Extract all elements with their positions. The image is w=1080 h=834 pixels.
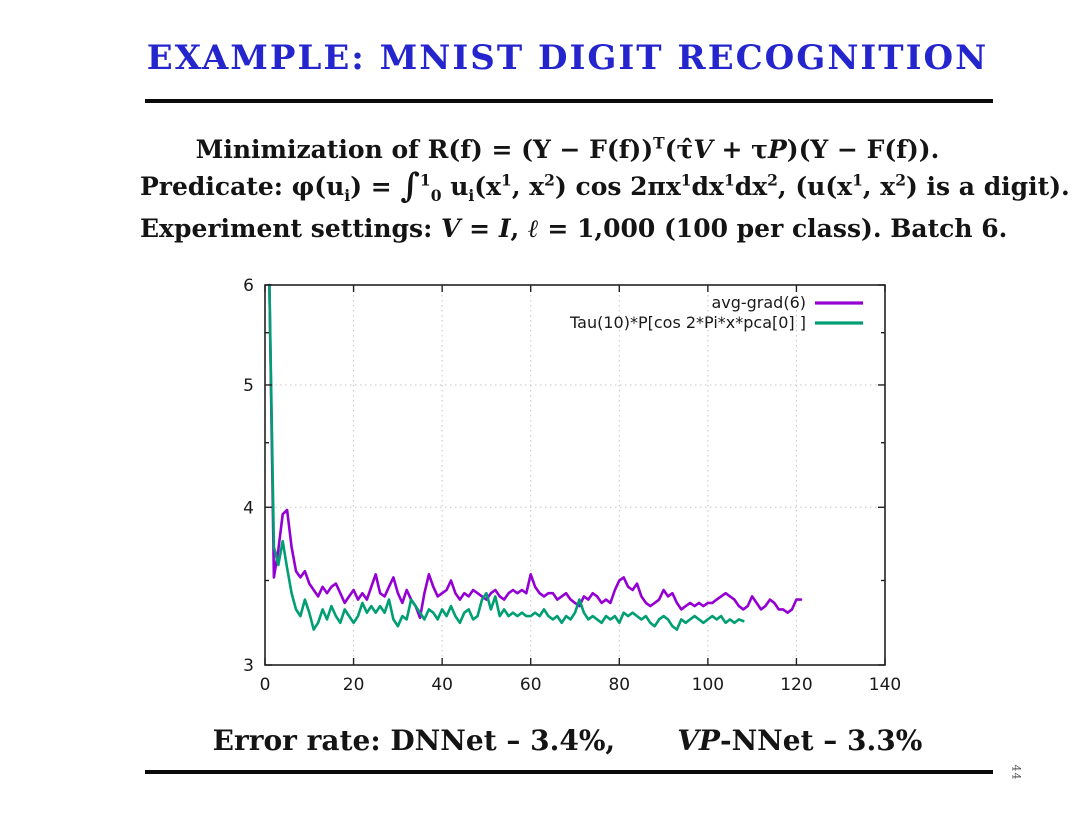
formula-token: Predicate: φ(u [140, 172, 345, 201]
formula-token: , [510, 214, 528, 243]
x-tick-label: 80 [608, 675, 630, 695]
formula-token: 1 [723, 170, 735, 190]
formula-token: 2 [895, 170, 906, 190]
formula-token: P [767, 135, 787, 164]
plot-border [264, 284, 886, 666]
formula-token: I [498, 214, 511, 243]
page-number: 44 [1009, 764, 1023, 781]
formula-token: ) is a digit). [905, 172, 1070, 201]
legend-label: avg-grad(6) [711, 293, 806, 312]
y-tick-label: 3 [243, 656, 254, 676]
x-tick-label: 140 [869, 675, 901, 695]
formula-token: T [653, 133, 665, 153]
formula-token: V [693, 135, 713, 164]
formula-token: 1 [852, 170, 863, 190]
formula-token: Experiment settings: [140, 214, 442, 243]
x-tick-label: 20 [343, 675, 365, 695]
error-rate-vpnnet: VP-NNet – 3.3% [677, 724, 922, 757]
formula-predicate: Predicate: φ(ui) = ∫10 ui(x1, x2) cos 2π… [140, 168, 1070, 203]
formula-token: (τ̂ [664, 135, 694, 164]
series-line-1 [268, 283, 745, 631]
top-rule [145, 99, 993, 103]
formula-token: VP [677, 724, 720, 757]
formula-token: dx [691, 172, 724, 201]
slide-title: EXAMPLE: MNIST DIGIT RECOGNITION [146, 38, 989, 78]
formula-token: , x [862, 172, 896, 201]
error-rate-line: Error rate: DNNet – 3.4%, VP-NNet – 3.3% [140, 724, 995, 757]
formula-token: V [441, 214, 461, 243]
formula-token: 1 [680, 170, 692, 190]
error-chart-svg: 0 20 40 60 80 100 120 140 3 4 5 6 avg-grad(6)Tau(10)… [243, 276, 901, 695]
formula-token: )(Y − F(f)). [786, 135, 940, 164]
formula-token: ℓ [527, 214, 539, 243]
x-tick-label: 120 [780, 675, 812, 695]
formula-token: 1 [419, 170, 431, 190]
formula-token: , (u(x [777, 172, 853, 201]
formula-token: ) cos 2πx [554, 172, 681, 201]
formula-token: + τ [712, 135, 768, 164]
y-tick-label: 4 [243, 498, 254, 518]
chart-legend: avg-grad(6)Tau(10)*P[cos 2*Pi*x*pca[0] ] [569, 293, 863, 332]
formula-token: 2 [544, 170, 555, 190]
chart-tick-labels: 0 20 40 60 80 100 120 140 3 4 5 6 [243, 276, 901, 695]
formula-token: i [344, 186, 351, 205]
x-tick-label: 60 [520, 675, 542, 695]
formula-minimization: Minimization of R(f) = (Y − F(f))T(τ̂V +… [140, 135, 995, 164]
formula-token: 1 [501, 170, 512, 190]
legend-label: Tau(10)*P[cos 2*Pi*x*pca[0] ] [569, 313, 806, 332]
formula-token: dx [734, 172, 768, 201]
formula-token: Error rate: DNNet – 3.4%, [212, 724, 616, 757]
chart-grid [265, 285, 885, 665]
formula-token: , x [511, 172, 545, 201]
y-tick-label: 6 [243, 276, 254, 296]
chart-ticks [264, 284, 886, 666]
error-rate-dnnet: Error rate: DNNet – 3.4%, [213, 724, 616, 757]
x-tick-label: 0 [260, 675, 271, 695]
y-tick-label: 5 [243, 376, 254, 396]
formula-token: i [468, 186, 475, 205]
x-tick-label: 40 [431, 675, 453, 695]
formula-token: = 1,000 (100 per class). Batch 6. [538, 214, 1008, 243]
x-tick-label: 100 [692, 675, 724, 695]
formula-token: ∫ [400, 165, 420, 205]
formula-token: u [441, 172, 469, 201]
formula-token: 2 [767, 170, 778, 190]
formula-token: = [460, 214, 499, 243]
formula-token: (x [474, 172, 502, 201]
bottom-rule [145, 770, 993, 774]
formula-token: Minimization of R(f) = (Y − F(f)) [195, 135, 654, 164]
formula-token: ) = [350, 172, 401, 201]
formula-token: -NNet – 3.3% [719, 724, 923, 757]
series-line-0 [268, 283, 803, 620]
formula-token: 0 [430, 186, 442, 205]
experiment-settings-line: Experiment settings: V = I, ℓ = 1,000 (1… [140, 214, 1007, 244]
